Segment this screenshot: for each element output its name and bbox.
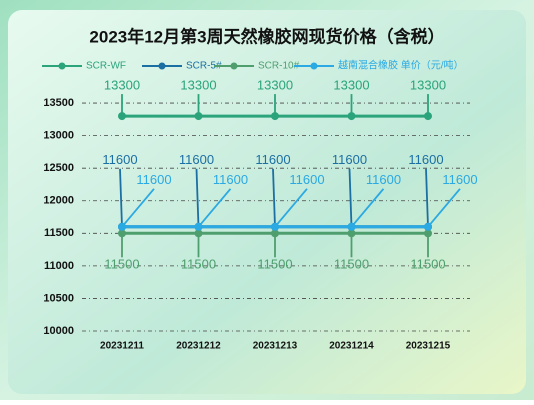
legend-marker bbox=[230, 62, 238, 70]
data-label: 13300 bbox=[333, 78, 369, 93]
x-tick-label: 20231215 bbox=[406, 341, 451, 352]
legend-label: SCR-WF bbox=[86, 61, 126, 72]
y-tick-label: 13500 bbox=[43, 97, 74, 109]
panel bbox=[8, 10, 526, 394]
leader-line bbox=[350, 188, 385, 228]
leader-line bbox=[425, 168, 429, 227]
y-tick-label: 11000 bbox=[44, 260, 74, 272]
legend-marker bbox=[58, 62, 66, 70]
data-label: 11600 bbox=[255, 152, 290, 167]
data-label: 11500 bbox=[257, 257, 292, 272]
y-tick-label: 11500 bbox=[44, 227, 74, 239]
data-label: 11600 bbox=[289, 172, 324, 187]
legend-label: SCR-10# bbox=[258, 61, 300, 72]
y-tick-label: 10000 bbox=[43, 325, 74, 337]
data-label: 11500 bbox=[181, 257, 216, 272]
legend-label: SCR-5# bbox=[186, 61, 222, 72]
x-tick-label: 20231211 bbox=[100, 341, 144, 352]
y-tick-label: 12500 bbox=[43, 162, 74, 174]
y-tick-label: 10500 bbox=[43, 292, 74, 304]
data-label: 11600 bbox=[408, 152, 443, 167]
data-label: 11600 bbox=[366, 172, 401, 187]
chart-title: 2023年12月第3周天然橡胶网现货价格（含税） bbox=[89, 26, 444, 46]
data-label: 13300 bbox=[410, 78, 446, 93]
legend-label: 越南混合橡胶 单价（元/吨） bbox=[338, 59, 464, 72]
data-label: 11600 bbox=[179, 152, 214, 167]
leader-line bbox=[121, 188, 155, 228]
legend-marker bbox=[310, 62, 318, 70]
data-label: 13300 bbox=[180, 78, 216, 93]
data-label: 11600 bbox=[442, 172, 477, 187]
data-label: 13300 bbox=[257, 78, 293, 93]
leader-line bbox=[348, 168, 353, 227]
data-label: 11500 bbox=[104, 257, 139, 272]
data-label: 11500 bbox=[410, 257, 445, 272]
data-label: 11500 bbox=[334, 257, 369, 272]
y-tick-label: 13000 bbox=[43, 130, 74, 142]
data-label: 11600 bbox=[332, 152, 367, 167]
x-tick-label: 20231213 bbox=[253, 341, 298, 352]
legend-marker bbox=[158, 62, 166, 70]
data-label: 11600 bbox=[136, 172, 171, 187]
y-tick-label: 12000 bbox=[43, 195, 74, 207]
leader-line bbox=[195, 168, 200, 227]
data-label: 13300 bbox=[104, 78, 140, 93]
leader-line bbox=[427, 188, 461, 228]
leader-line bbox=[119, 168, 123, 227]
x-tick-label: 20231214 bbox=[329, 341, 374, 352]
data-label: 11600 bbox=[213, 172, 248, 187]
data-label: 11600 bbox=[102, 152, 137, 167]
leader-line bbox=[274, 188, 308, 228]
x-tick-label: 20231212 bbox=[176, 341, 221, 352]
leader-line bbox=[272, 168, 276, 227]
leader-line bbox=[197, 188, 232, 228]
